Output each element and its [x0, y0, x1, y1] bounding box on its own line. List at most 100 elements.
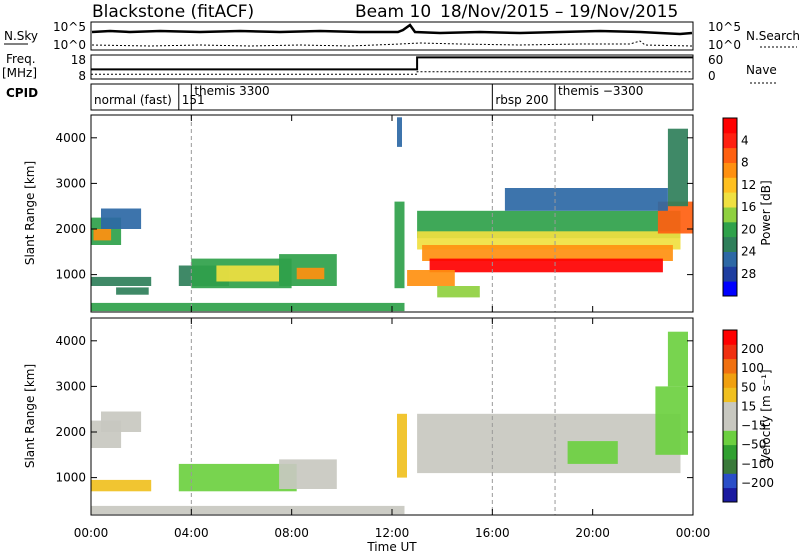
power-ylabel: Slant Range [km]	[23, 161, 37, 265]
power-cell	[296, 267, 325, 280]
power-cell	[93, 229, 112, 241]
beam-label: Beam 10	[355, 2, 431, 22]
colorbar-swatch	[723, 236, 737, 252]
colorbar-tick-label: 12	[741, 178, 756, 192]
colorbar-swatch	[723, 401, 737, 417]
colorbar-swatch	[723, 147, 737, 163]
power-cell	[116, 287, 149, 295]
cpid-panel	[90, 83, 694, 111]
colorbar-swatch	[723, 330, 737, 345]
velocity-cell	[91, 479, 152, 492]
nave-trace	[91, 71, 693, 75]
colorbar-swatch	[723, 132, 737, 149]
y-tick-label: 4000	[55, 131, 86, 145]
velocity-cell	[655, 386, 688, 455]
colorbar-swatch	[723, 177, 737, 193]
colorbar-swatch	[723, 344, 737, 360]
colorbar-swatch	[723, 358, 737, 374]
velocity-cell	[567, 441, 618, 464]
date-range: 18/Nov/2015 – 19/Nov/2015	[440, 2, 678, 22]
velocity-panel	[90, 317, 694, 516]
colorbar-tick-label: 4	[741, 133, 749, 147]
nsearch-tick-top: 10^5	[708, 20, 741, 34]
nave-tick-top: 60	[708, 53, 723, 67]
nsky-trace	[91, 23, 693, 36]
velocity-cell	[417, 413, 681, 474]
cpid-label: CPID	[6, 86, 38, 100]
power-cell	[394, 201, 405, 289]
power-colorbar: 4 8 12 16 20 24 28	[722, 117, 756, 297]
nsearch-tick-bottom: 10^0	[708, 38, 741, 52]
power-cell	[429, 258, 663, 273]
y-tick-label: 3000	[55, 379, 86, 393]
power-cell	[216, 265, 280, 282]
power-cbar-label: Power [dB]	[759, 180, 773, 245]
y-tick-label: 4000	[55, 334, 86, 348]
colorbar-frame	[722, 329, 738, 503]
colorbar-tick-label: −50	[741, 438, 766, 452]
colorbar-swatch	[723, 118, 737, 134]
cpid-segment-label: normal (fast)	[94, 93, 172, 107]
velocity-cell	[279, 459, 337, 489]
power-cell	[504, 188, 668, 211]
freq-tick-bottom: 8	[78, 69, 86, 83]
colorbar-tick-label: 28	[741, 267, 756, 281]
x-tick-label: 08:00	[274, 526, 309, 540]
velocity-cell	[178, 463, 297, 492]
y-tick-label: 1000	[55, 471, 86, 485]
colorbar-tick-label: 100	[741, 361, 764, 375]
colorbar-tick-label: 8	[741, 156, 749, 170]
colorbar-swatch	[723, 266, 737, 282]
velocity-cell	[667, 331, 688, 387]
y-tick-label: 1000	[55, 268, 86, 282]
velocity-colorbar: 200 100 50 15 −15 −50 −100 −200	[722, 329, 774, 503]
power-cell	[417, 231, 681, 250]
colorbar-swatch	[723, 373, 737, 388]
colorbar-tick-label: 16	[741, 200, 756, 214]
y-tick-label: 3000	[55, 176, 86, 190]
colorbar-tick-label: 24	[741, 245, 756, 259]
colorbar-swatch	[723, 162, 737, 178]
power-cell	[422, 245, 673, 261]
colorbar-tick-label: 200	[741, 342, 764, 356]
velocity-cbar-label: Velocity [m s⁻¹]	[759, 369, 773, 462]
nsky-panel	[90, 21, 694, 51]
power-cell	[667, 128, 688, 207]
x-axis-label: Time UT	[366, 540, 417, 554]
power-cell	[437, 286, 480, 298]
y-tick-label: 2000	[55, 425, 86, 439]
power-cell	[397, 117, 402, 147]
plot-title: Blackstone (fitACF)	[92, 2, 254, 22]
colorbar-tick-label: −100	[741, 457, 774, 471]
colorbar-swatch	[723, 473, 737, 489]
colorbar-tick-label: 15	[741, 399, 756, 413]
colorbar-swatch	[723, 444, 737, 460]
nave-label: Nave	[746, 63, 777, 77]
power-y-ticks: 1000 2000 3000 4000	[55, 131, 693, 282]
power-panel	[90, 114, 694, 313]
velocity-cell	[101, 411, 142, 432]
nsky-tick-top: 10^5	[53, 20, 86, 34]
velocity-cells	[91, 318, 688, 515]
nave-tick-bottom: 0	[708, 69, 716, 83]
x-tick-label: 16:00	[475, 526, 510, 540]
cpid-segment-label: 151	[182, 93, 205, 107]
x-tick-label: 00:00	[74, 526, 109, 540]
colorbar-swatch	[723, 251, 737, 267]
colorbar-tick-label: 50	[741, 380, 756, 394]
colorbar-swatch	[723, 459, 737, 474]
colorbar-swatch	[723, 221, 737, 238]
nsky-label: N.Sky	[4, 29, 38, 43]
x-tick-label: 20:00	[575, 526, 610, 540]
nsearch-trace	[91, 40, 693, 47]
x-axis-ticks: 00:00 04:00 08:00 12:00 16:00 20:00 00:00	[74, 115, 710, 540]
colorbar-swatch	[723, 387, 737, 403]
colorbar-swatch	[723, 430, 737, 446]
colorbar-swatch	[723, 416, 737, 431]
colorbar-swatch	[723, 281, 737, 297]
colorbar-tick-label: 20	[741, 222, 756, 236]
cpid-segment-label: themis −3300	[558, 84, 643, 98]
cpid-segment-label: rbsp 200	[495, 93, 548, 107]
